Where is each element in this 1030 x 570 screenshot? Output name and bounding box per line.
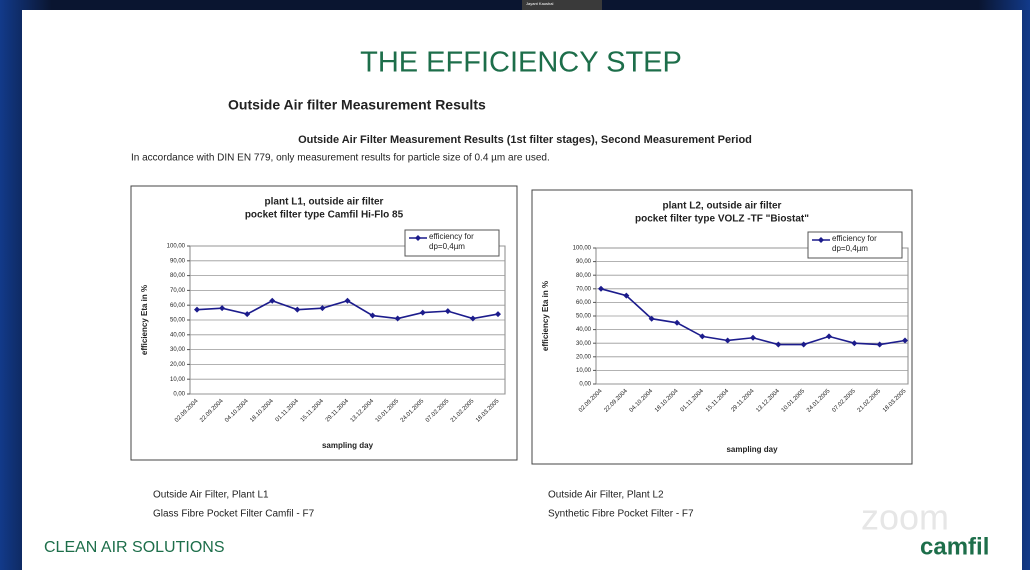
y-tick-label: 40,00 <box>576 327 592 333</box>
y-tick-label: 50,00 <box>576 314 592 320</box>
y-tick-label: 90,00 <box>576 259 592 265</box>
watermark: zoom <box>861 497 949 538</box>
y-tick-label: 80,00 <box>170 273 186 279</box>
y-axis-label: efficiency Eta in % <box>541 281 550 351</box>
y-tick-label: 50,00 <box>170 318 186 324</box>
caption: Glass Fibre Pocket Filter Camfil - F7 <box>153 509 315 520</box>
legend-label: efficiency for dp=0,4µm <box>429 232 495 252</box>
chart-subtitle: pocket filter type VOLZ -TF "Biostat" <box>635 214 809 225</box>
y-tick-label: 20,00 <box>576 354 592 360</box>
x-axis-label: sampling day <box>726 445 778 454</box>
logo: camfil <box>920 533 989 560</box>
x-axis-label: sampling day <box>322 441 374 450</box>
y-tick-label: 30,00 <box>576 341 592 347</box>
y-tick-label: 80,00 <box>576 273 592 279</box>
note: In accordance with DIN EN 779, only meas… <box>131 153 550 164</box>
heading: Outside Air Filter Measurement Results (… <box>298 134 752 146</box>
chart-title: plant L2, outside air filter <box>663 201 782 212</box>
y-tick-label: 30,00 <box>170 347 186 353</box>
section-title: Outside Air filter Measurement Results <box>228 97 486 113</box>
chart-title: plant L1, outside air filter <box>265 197 384 208</box>
presenter-name: Jayant Kaushal <box>526 1 553 6</box>
page: Jayant Kaushal THE EFFICIENCY STEP Outsi… <box>0 0 1030 570</box>
y-tick-label: 90,00 <box>170 258 186 264</box>
caption: Outside Air Filter, Plant L2 <box>548 490 664 501</box>
legend-entry: efficiency for dp=0,4µm <box>429 232 495 256</box>
y-tick-label: 0,00 <box>173 392 185 398</box>
y-tick-label: 40,00 <box>170 332 186 338</box>
slide-title: THE EFFICIENCY STEP <box>360 47 682 79</box>
caption: Outside Air Filter, Plant L1 <box>153 490 269 501</box>
y-tick-label: 60,00 <box>576 300 592 306</box>
legend-label: efficiency for dp=0,4µm <box>832 234 898 254</box>
y-axis-label: efficiency Eta in % <box>140 285 149 355</box>
y-tick-label: 100,00 <box>167 244 186 250</box>
y-tick-label: 100,00 <box>573 246 592 252</box>
y-tick-label: 70,00 <box>170 288 186 294</box>
screen: Jayant Kaushal THE EFFICIENCY STEP Outsi… <box>0 0 1030 570</box>
y-tick-label: 70,00 <box>576 286 592 292</box>
chart-subtitle: pocket filter type Camfil Hi-Flo 85 <box>245 210 404 221</box>
footer-text: CLEAN AIR SOLUTIONS <box>44 539 225 556</box>
y-tick-label: 10,00 <box>576 368 592 374</box>
legend-entry: efficiency for dp=0,4µm <box>832 234 898 258</box>
y-tick-label: 20,00 <box>170 362 186 368</box>
y-tick-label: 10,00 <box>170 377 186 383</box>
y-tick-label: 60,00 <box>170 303 186 309</box>
caption: Synthetic Fibre Pocket Filter - F7 <box>548 509 694 520</box>
y-tick-label: 0,00 <box>579 382 591 388</box>
